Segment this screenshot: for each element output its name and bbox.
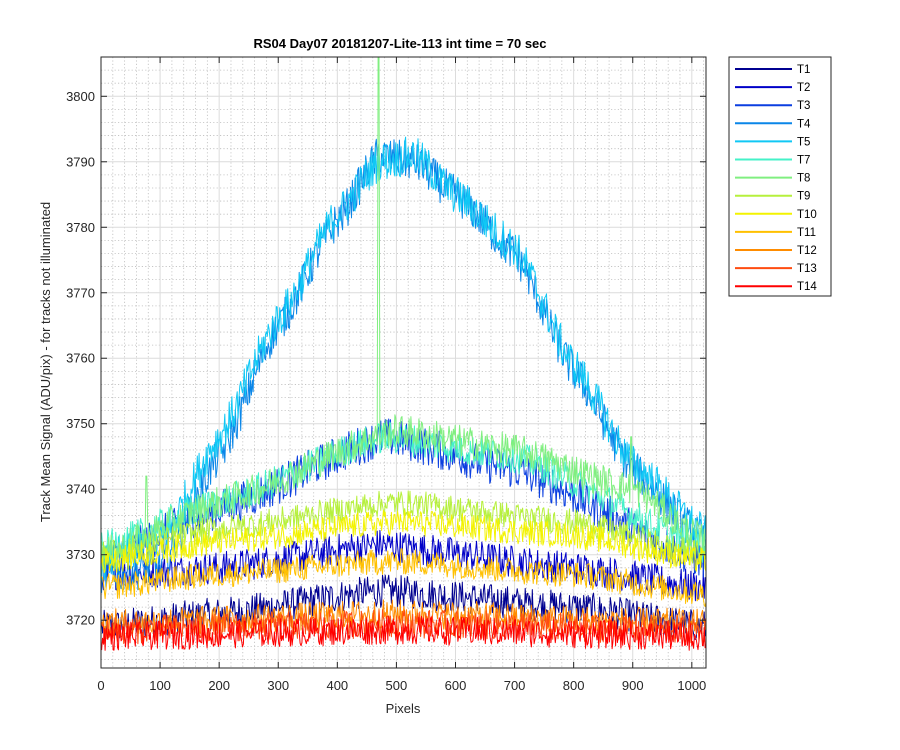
x-tick-label: 0 (97, 678, 104, 693)
plot-area (100, 56, 707, 669)
y-tick-label: 3800 (66, 89, 95, 104)
legend-label-t1: T1 (797, 64, 810, 76)
series-line-t10 (101, 510, 707, 574)
legend-label-t7: T7 (797, 155, 810, 167)
chart-title: RS04 Day07 20181207-Lite-113 int time = … (253, 36, 546, 51)
y-tick-label: 3720 (66, 613, 95, 628)
legend-label-t2: T2 (797, 82, 810, 94)
series-layer (101, 56, 707, 651)
legend-label-t9: T9 (797, 191, 810, 203)
x-tick-label: 400 (326, 678, 348, 693)
x-axis-label: Pixels (386, 701, 421, 716)
x-tick-label: 300 (267, 678, 289, 693)
plot-frame (100, 56, 707, 669)
x-tick-label: 900 (622, 678, 644, 693)
x-tick-label: 600 (445, 678, 467, 693)
legend-box (728, 56, 832, 297)
legend-label-t5: T5 (797, 136, 810, 148)
y-tick-label: 3730 (66, 547, 95, 562)
y-tick-label: 3740 (66, 482, 95, 497)
y-axis-label: Track Mean Signal (ADU/pix) - for tracks… (38, 202, 53, 522)
x-tick-label: 500 (386, 678, 408, 693)
legend-label-t14: T14 (797, 281, 817, 293)
x-tick-label: 800 (563, 678, 585, 693)
legend-label-t8: T8 (797, 173, 810, 185)
y-tick-labels: 3720 3730 3740 3750 3760 3770 3780 3790 3800 (66, 89, 95, 628)
series-line-t5 (101, 136, 707, 581)
y-tick-label: 3790 (66, 154, 95, 169)
x-tick-labels: 0 100 200 300 400 500 600 700 800 900 1000 (97, 678, 706, 693)
legend-label-t3: T3 (797, 100, 810, 112)
series-line-t11 (101, 548, 707, 607)
legend-label-t13: T13 (797, 263, 817, 275)
y-tick-label: 3760 (66, 351, 95, 366)
legend-label-t12: T12 (797, 245, 817, 257)
series-line-t14 (101, 615, 707, 651)
minor-grid (101, 56, 706, 668)
legend-label-t10: T10 (797, 209, 817, 221)
x-tick-label: 100 (149, 678, 171, 693)
x-tick-label: 200 (208, 678, 230, 693)
legend-label-t11: T11 (797, 227, 816, 239)
y-tick-label: 3770 (66, 285, 95, 300)
legend-label-t4: T4 (797, 118, 811, 130)
x-tick-label: 700 (504, 678, 526, 693)
series-line-t8 (101, 56, 707, 570)
axis-ticks (100, 57, 706, 668)
legend: T1 T2 T3 T4 T5 T7 T8 T9 T10 T11 T12 T13 T14 (728, 56, 832, 297)
y-tick-label: 3750 (66, 416, 95, 431)
y-tick-label: 3780 (66, 220, 95, 235)
x-tick-label: 1000 (677, 678, 706, 693)
